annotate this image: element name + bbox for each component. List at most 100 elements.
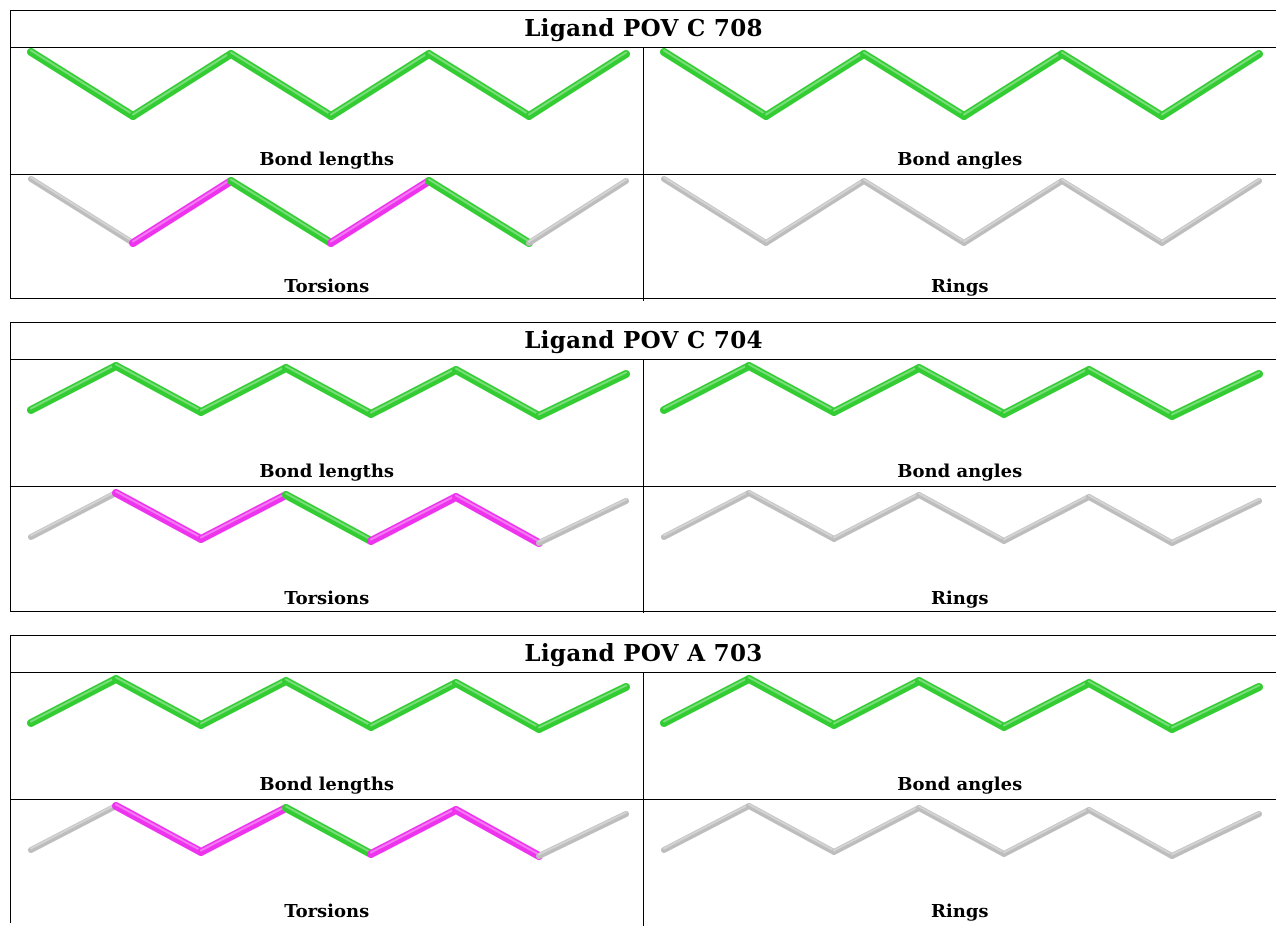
- bond-highlight: [1004, 369, 1089, 413]
- bond-none: [749, 493, 834, 539]
- bond-outlier: [133, 181, 231, 243]
- bond-highlight: [749, 805, 834, 851]
- bond-ok: [286, 808, 371, 854]
- cell-caption: Bond lengths: [11, 461, 643, 482]
- bond-highlight: [1004, 809, 1089, 853]
- bond-highlight: [664, 51, 766, 115]
- panel-title: Ligand POV C 704: [11, 323, 1276, 360]
- bond-highlight: [116, 678, 201, 724]
- bond-highlight: [429, 53, 529, 115]
- bond-ok: [31, 366, 116, 410]
- bond-ok: [834, 681, 919, 725]
- bond-highlight: [919, 807, 1004, 853]
- bond-none: [749, 806, 834, 852]
- bond-outlier: [116, 493, 201, 539]
- bond-ok: [1062, 54, 1162, 116]
- bond-highlight: [529, 53, 626, 115]
- bond-highlight: [1089, 682, 1172, 728]
- bond-none: [31, 806, 116, 850]
- bond-ok: [919, 681, 1004, 727]
- bond-highlight: [116, 365, 201, 411]
- bond-outlier: [331, 181, 429, 243]
- bond-lengths-cell: Bond lengths: [11, 48, 644, 174]
- bond-highlight: [371, 496, 456, 540]
- bond-highlight: [664, 365, 749, 409]
- bond-none: [529, 181, 626, 243]
- molecule-diagram: [11, 487, 648, 587]
- panel-title: Ligand POV A 703: [11, 636, 1276, 673]
- bond-outlier: [201, 808, 286, 852]
- bond-ok: [1004, 683, 1089, 727]
- bond-none: [664, 806, 749, 850]
- bond-ok: [286, 368, 371, 414]
- bond-ok: [331, 54, 429, 116]
- bond-ok: [834, 368, 919, 412]
- bond-highlight: [664, 678, 749, 722]
- molecule-diagram: [644, 487, 1276, 587]
- bond-ok: [429, 181, 529, 243]
- bond-highlight: [201, 807, 286, 851]
- bond-highlight: [116, 805, 201, 851]
- molecule-diagram: [644, 360, 1276, 460]
- bond-ok: [919, 368, 1004, 414]
- cell-caption: Bond angles: [644, 149, 1276, 170]
- bond-none: [1089, 810, 1172, 856]
- bond-ok: [286, 495, 371, 541]
- bond-highlight: [749, 492, 834, 538]
- bond-highlight: [834, 680, 919, 724]
- bond-highlight: [201, 680, 286, 724]
- bond-none: [1172, 814, 1259, 856]
- bond-none: [1172, 501, 1259, 543]
- bond-highlight: [1172, 500, 1259, 542]
- bond-ok: [286, 681, 371, 727]
- bond-ok: [1172, 374, 1259, 416]
- bond-ok: [456, 683, 539, 729]
- bond-ok: [749, 366, 834, 412]
- bond-highlight: [749, 678, 834, 724]
- bond-ok: [529, 54, 626, 116]
- bond-none: [1004, 497, 1089, 541]
- cell-caption: Bond lengths: [11, 774, 643, 795]
- bond-outlier: [456, 810, 539, 856]
- bond-ok: [664, 52, 766, 116]
- cell-caption: Torsions: [11, 901, 643, 922]
- bond-highlight: [31, 365, 116, 409]
- bond-highlight: [1062, 180, 1162, 242]
- bond-ok: [749, 679, 834, 725]
- ligand-panel-c708: Ligand POV C 708 Bond lengths Bond angle…: [10, 10, 1276, 299]
- bond-ok: [116, 366, 201, 412]
- bond-highlight: [371, 809, 456, 853]
- bond-highlight: [31, 51, 133, 115]
- bond-highlight: [133, 53, 231, 115]
- bond-ok: [231, 54, 331, 116]
- bond-none: [919, 495, 1004, 541]
- bond-highlight: [231, 53, 331, 115]
- bond-ok: [664, 679, 749, 723]
- bond-highlight: [539, 686, 626, 728]
- bond-highlight: [456, 809, 539, 855]
- bond-highlight: [964, 180, 1062, 242]
- ligand-panel-c704: Ligand POV C 704 Bond lengths Bond angle…: [10, 322, 1276, 612]
- bond-highlight: [864, 180, 964, 242]
- bond-ok: [371, 370, 456, 414]
- bond-highlight: [456, 682, 539, 728]
- bond-highlight: [31, 805, 116, 849]
- bond-highlight: [539, 813, 626, 855]
- bond-highlight: [834, 807, 919, 851]
- bond-none: [1062, 181, 1162, 243]
- bond-ok: [1004, 370, 1089, 414]
- bond-highlight: [529, 180, 626, 242]
- bond-ok: [1089, 370, 1172, 416]
- torsions-cell: Torsions: [11, 800, 644, 926]
- bond-outlier: [456, 497, 539, 543]
- bond-highlight: [664, 492, 749, 536]
- bond-none: [919, 808, 1004, 854]
- molecule-diagram: [11, 673, 648, 773]
- bond-none: [31, 179, 133, 243]
- molecule-diagram: [644, 673, 1276, 773]
- bond-none: [1089, 497, 1172, 543]
- bond-highlight: [31, 678, 116, 722]
- bond-lengths-cell: Bond lengths: [11, 673, 644, 799]
- bond-highlight: [919, 367, 1004, 413]
- torsions-cell: Torsions: [11, 175, 644, 301]
